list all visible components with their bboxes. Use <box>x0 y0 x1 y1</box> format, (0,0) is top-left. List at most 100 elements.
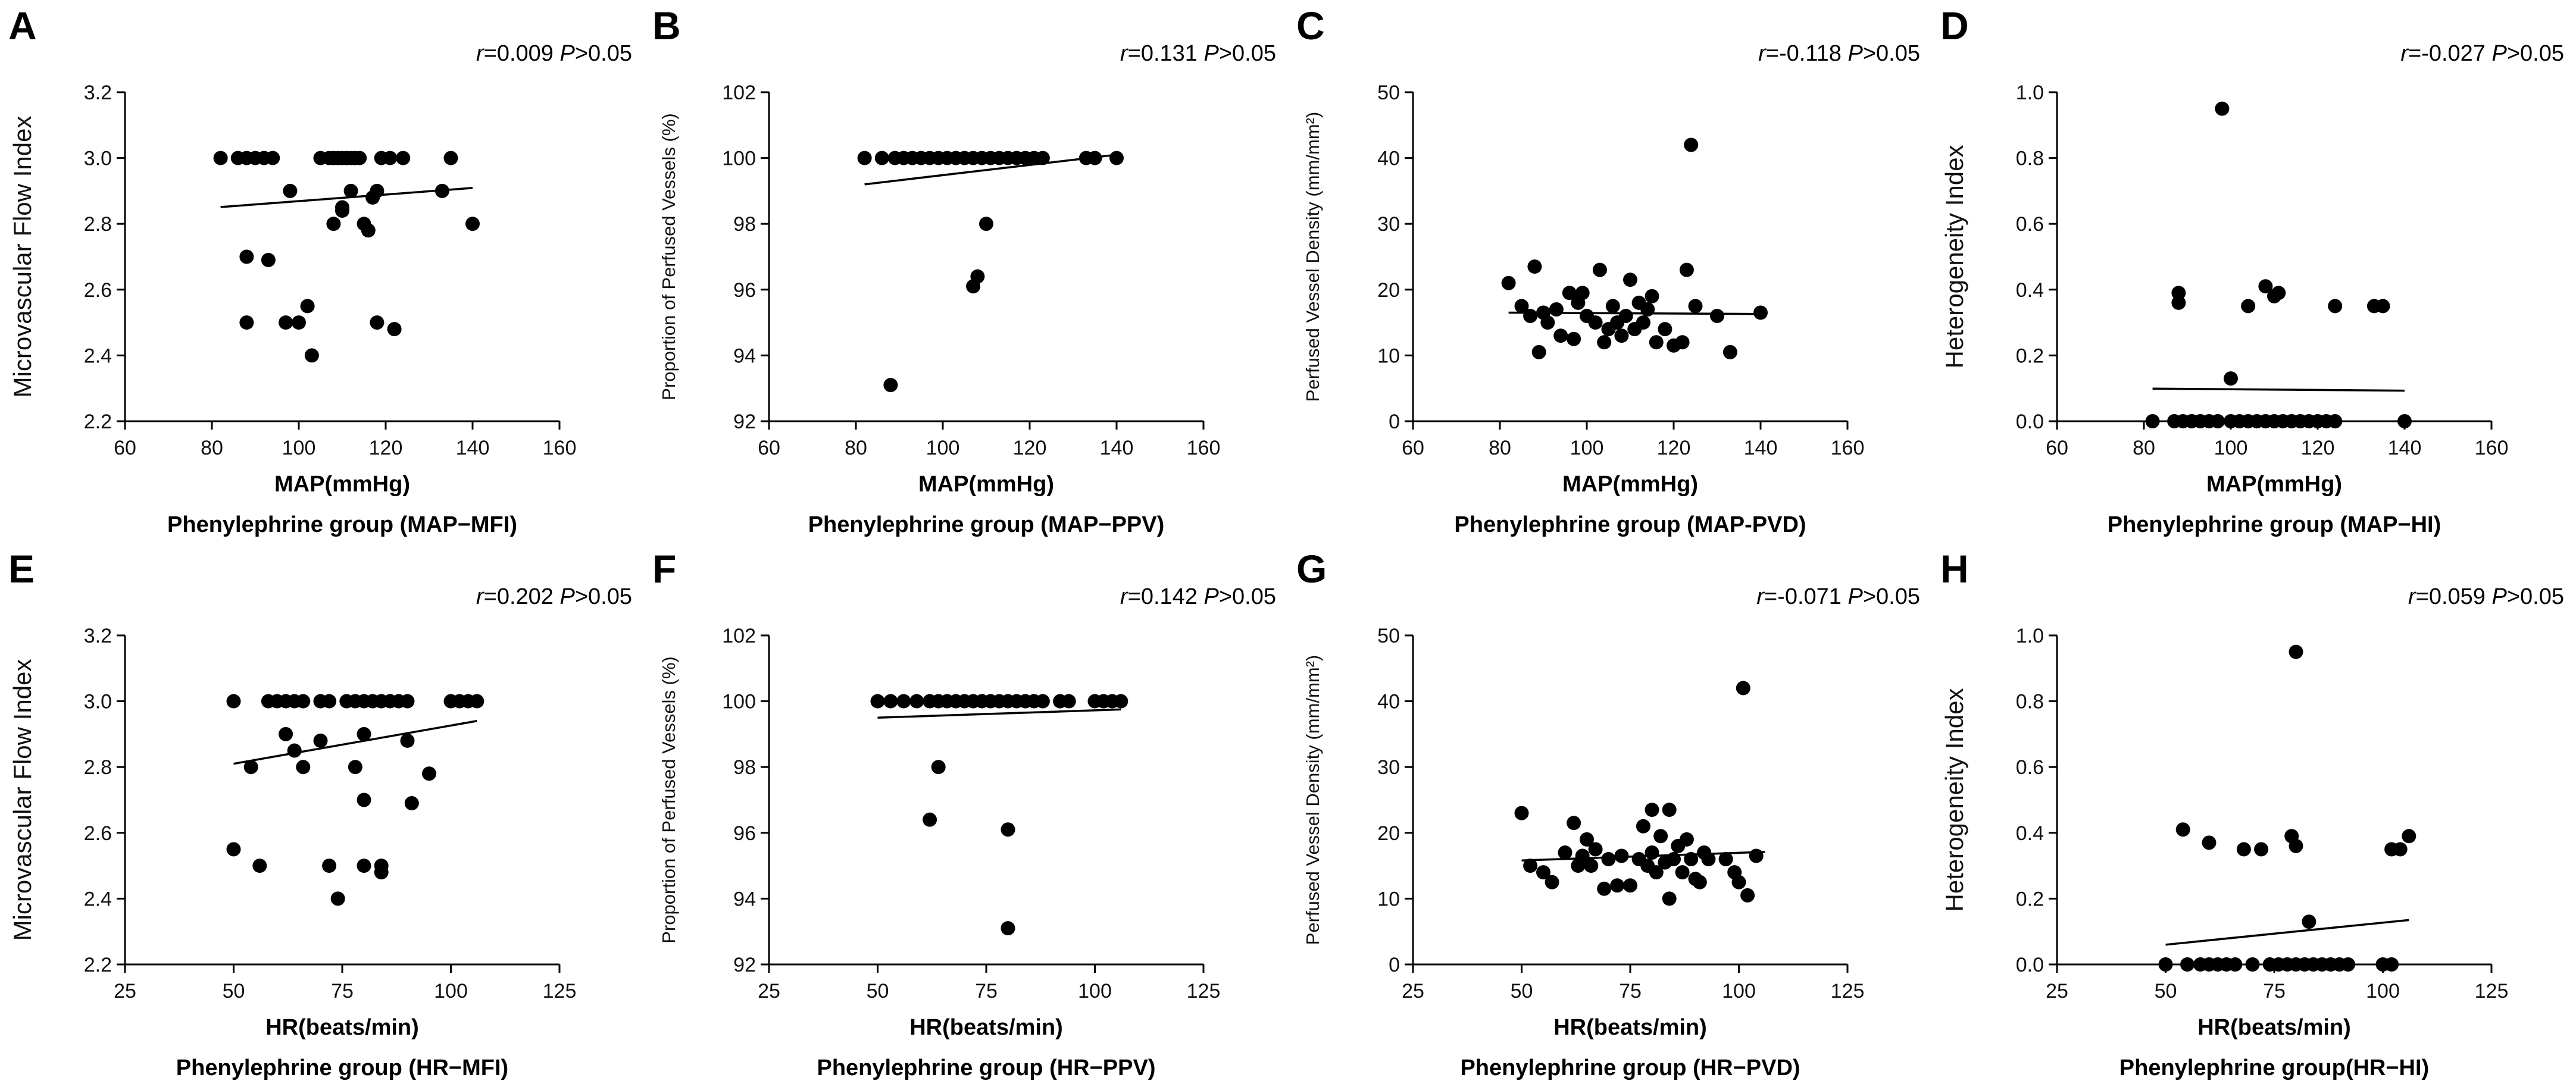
stat-gap <box>1842 584 1848 609</box>
data-point <box>404 796 419 811</box>
p-label: P <box>2491 41 2507 66</box>
y-tick-label: 0.8 <box>2016 691 2044 713</box>
y-tick-label: 0.4 <box>2016 822 2044 845</box>
data-point <box>883 694 898 709</box>
x-tick-label: 140 <box>456 437 490 459</box>
y-tick-label: 102 <box>722 82 756 104</box>
p-label: P <box>1203 584 1219 609</box>
data-point <box>465 217 480 231</box>
panel-label: A <box>8 4 37 48</box>
data-point <box>1531 344 1546 359</box>
panel-caption: Phenylephrine group (HR−PVD) <box>1460 1055 1800 1080</box>
stat-gap <box>554 41 560 66</box>
data-point <box>2241 299 2256 314</box>
scatter-plot-b: Br=0.131 P>0.05 92 94 96 98 100 102 60 80 100 120 1… <box>652 4 1276 537</box>
x-tick-label: 50 <box>223 980 245 1003</box>
y-tick-label: 98 <box>733 213 756 236</box>
data-point <box>357 792 371 807</box>
data-point <box>313 733 328 748</box>
x-axis-title: HR(beats/min) <box>1553 1015 1707 1040</box>
data-point <box>370 315 384 330</box>
y-tick-label: 0.4 <box>2016 279 2044 302</box>
x-tick-label: 50 <box>2155 980 2177 1003</box>
x-axis-title: MAP(mmHg) <box>918 472 1054 497</box>
data-point <box>2180 957 2194 972</box>
stat-gap <box>1842 41 1848 66</box>
regression-line <box>877 708 1121 719</box>
data-point <box>422 766 436 781</box>
data-point <box>357 859 371 873</box>
panel-caption: Phenylephrine group (MAP−HI) <box>2108 512 2441 537</box>
data-point <box>2328 299 2343 314</box>
data-point <box>1061 694 1076 709</box>
data-point <box>348 760 362 775</box>
data-point <box>870 694 885 709</box>
p-label: P <box>1203 41 1219 66</box>
panel-label: C <box>1296 4 1325 48</box>
data-point <box>352 151 367 165</box>
data-point <box>296 760 311 775</box>
r-value: =0.059 <box>2416 584 2486 609</box>
data-point <box>2341 957 2356 972</box>
data-point <box>1001 921 1015 936</box>
data-point <box>335 203 349 218</box>
data-point <box>1553 328 1568 343</box>
data-point <box>1540 315 1555 330</box>
correlation-stat: r=0.059 P>0.05 <box>2408 584 2564 609</box>
data-point <box>1567 816 1581 831</box>
x-tick-label: 100 <box>2214 437 2248 459</box>
data-point <box>1545 875 1559 889</box>
panel-caption: Phenylephrine group (MAP−PPV) <box>808 512 1165 537</box>
data-point <box>1649 335 1664 350</box>
y-axis-title: Perfused Vessel Density (mm/mm²) <box>1302 655 1323 945</box>
data-point <box>1623 878 1637 893</box>
x-axis-title: HR(beats/min) <box>2197 1015 2351 1040</box>
y-tick-label: 50 <box>1377 82 1400 104</box>
correlation-stat: r=0.131 P>0.05 <box>1120 41 1276 66</box>
data-point <box>923 812 937 827</box>
y-tick-label: 2.6 <box>84 279 112 302</box>
data-point <box>2236 842 2251 857</box>
y-axis-title: Proportion of Perfused Vessels (%) <box>658 656 679 943</box>
y-axis-title: Proportion of Perfused Vessels (%) <box>658 113 679 400</box>
y-tick-label: 2.2 <box>84 411 112 433</box>
data-point <box>1610 878 1625 893</box>
r-label: r <box>476 584 484 609</box>
data-point <box>1662 803 1677 817</box>
x-tick-label: 80 <box>845 437 867 459</box>
data-point <box>883 378 898 393</box>
data-point <box>896 694 911 709</box>
r-label: r <box>1756 584 1765 609</box>
data-point <box>2258 279 2273 294</box>
x-axis-title: HR(beats/min) <box>909 1015 1063 1040</box>
y-tick-label: 2.4 <box>84 888 112 910</box>
data-point <box>279 315 293 330</box>
panel-label: H <box>1940 547 1969 591</box>
y-tick-label: 1.0 <box>2016 625 2044 647</box>
panel-caption: Phenylephrine group (HR−MFI) <box>176 1055 508 1080</box>
y-tick-label: 20 <box>1377 279 1400 302</box>
stat-gap <box>1198 584 1204 609</box>
data-point <box>330 891 345 906</box>
data-point <box>1562 286 1577 300</box>
y-tick-label: 96 <box>733 822 756 845</box>
y-tick-label: 2.2 <box>84 954 112 976</box>
data-point <box>2393 842 2408 857</box>
y-tick-label: 0.2 <box>2016 888 2044 910</box>
data-point <box>2211 414 2225 428</box>
data-point <box>370 183 384 198</box>
data-point <box>361 223 376 238</box>
data-point <box>322 694 337 709</box>
data-point <box>2145 414 2160 428</box>
panel-label: G <box>1296 547 1327 591</box>
data-point <box>304 348 319 363</box>
data-point <box>1645 845 1659 860</box>
x-tick-label: 140 <box>1744 437 1778 459</box>
x-axis-title: HR(beats/min) <box>265 1015 419 1040</box>
data-point <box>1558 845 1573 860</box>
x-tick-label: 120 <box>1657 437 1691 459</box>
data-point <box>970 269 985 284</box>
data-point <box>1588 842 1603 857</box>
